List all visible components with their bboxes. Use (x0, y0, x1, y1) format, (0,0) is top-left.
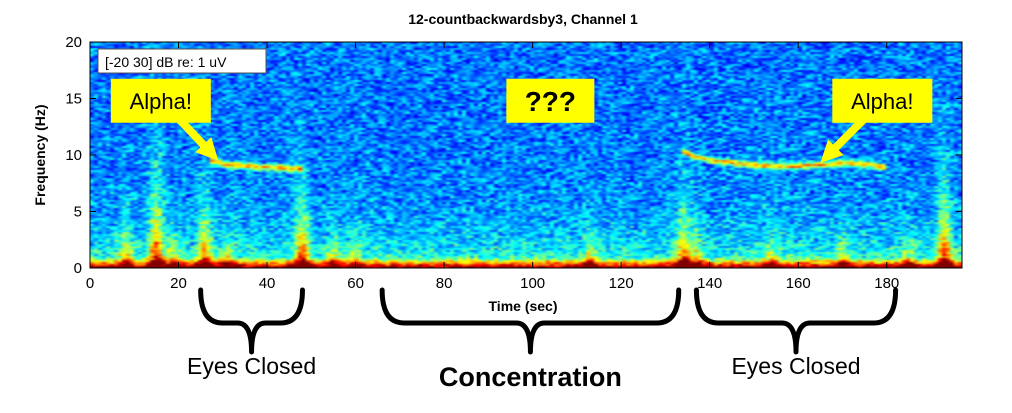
y-tick-label: 10 (65, 147, 82, 164)
annotation-arrow (820, 115, 868, 163)
segment-1: Concentration (379, 287, 682, 392)
segment-brace (198, 287, 305, 355)
annotation-box (506, 78, 595, 123)
annotation: ??? (506, 78, 595, 123)
x-tick-label: 80 (436, 275, 453, 292)
x-tick-label: 100 (520, 275, 545, 292)
annotation-box (110, 78, 211, 123)
y-tick-label: 0 (74, 260, 82, 277)
annotation-arrow (175, 116, 219, 161)
y-tick-label: 20 (65, 34, 82, 51)
annotation-text: ??? (525, 86, 576, 117)
x-tick-label: 60 (347, 275, 364, 292)
colorbar-note-text: [-20 30] dB re: 1 uV (105, 54, 227, 70)
annotation: Alpha! (110, 78, 219, 161)
y-tick-label: 15 (65, 91, 82, 108)
segment-annotations: Eyes Closed Concentration Eyes Closed (187, 287, 899, 392)
segment-brace (379, 287, 682, 355)
plot-area: 0 20 40 60 80 100 120 140 160 180 0 5 10 15 20 [-20 30]… (65, 34, 963, 292)
colorbar-note: [-20 30] dB re: 1 uV (97, 48, 267, 74)
segment-label: Concentration (439, 362, 622, 392)
y-tick-label: 5 (74, 204, 82, 221)
y-axis-label: Frequency (Hz) (32, 104, 48, 205)
segment-2: Eyes Closed (693, 287, 899, 379)
annotation: Alpha! (820, 78, 933, 163)
chart-title: 12-countbackwardsby3, Channel 1 (408, 11, 638, 27)
x-tick-label: 120 (609, 275, 634, 292)
colorbar-note-box (97, 48, 267, 74)
x-tick-label: 40 (259, 275, 276, 292)
annotation-text: Alpha! (851, 89, 913, 114)
x-tick-label: 160 (786, 275, 811, 292)
x-tick-label: 0 (86, 275, 94, 292)
segment-brace (693, 287, 899, 355)
x-tick-label: 20 (170, 275, 187, 292)
x-tick-label: 140 (697, 275, 722, 292)
x-tick-label: 180 (874, 275, 899, 292)
segment-label: Eyes Closed (187, 353, 316, 379)
segment-label: Eyes Closed (731, 353, 860, 379)
annotation-box (832, 78, 933, 123)
segment-0: Eyes Closed (187, 287, 316, 379)
x-axis-label: Time (sec) (489, 298, 558, 314)
annotation-text: Alpha! (130, 89, 192, 114)
